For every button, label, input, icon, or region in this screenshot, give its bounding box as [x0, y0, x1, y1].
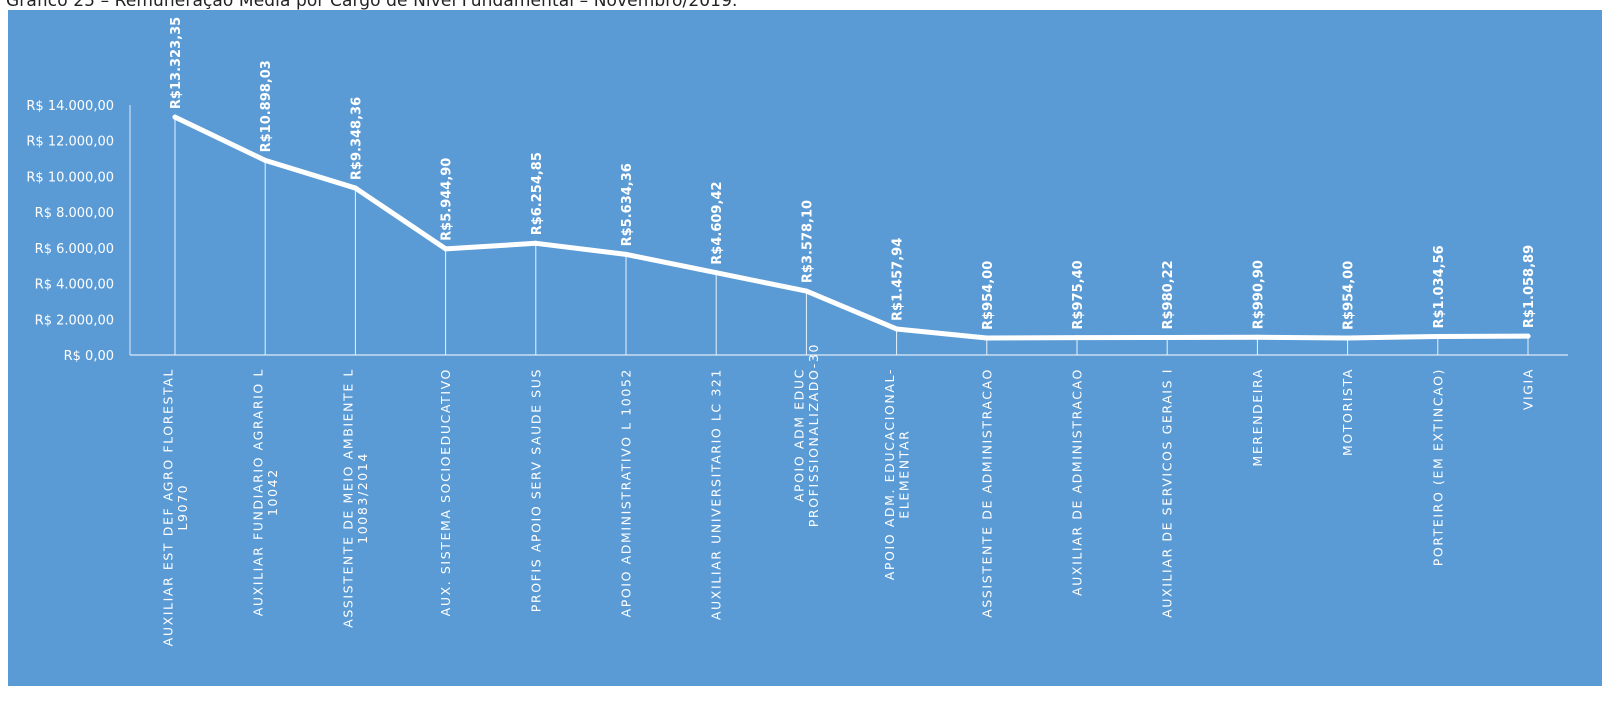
x-tick-label-line: APOIO ADM EDUC [792, 368, 807, 502]
x-tick-label-line: APOIO ADM. EDUCACIONAL- [882, 368, 897, 580]
data-label: R$5.944,90 [440, 158, 455, 241]
data-point [1254, 334, 1260, 340]
y-tick-label: R$ 8.000,00 [35, 206, 114, 221]
data-point [172, 114, 178, 120]
data-label: R$954,00 [981, 261, 996, 330]
x-tick-label-line: APOIO ADMINISTRATIVO L 10052 [619, 368, 634, 617]
x-tick-label: PROFIS APOIO SERV SAUDE SUS [528, 368, 543, 612]
line-chart: R$ 0,00 R$ 2.000,00 R$ 4.000,00 R$ 6.000,00… [26, 17, 1568, 646]
x-tick-label-line: AUXILIAR UNIVERSITARIO LC 321 [709, 368, 724, 620]
data-points [172, 114, 1531, 341]
x-tick-label: AUXILIAR EST DEF AGRO FLORESTAL L9070 [160, 368, 190, 646]
x-tick-label-line: PORTEIRO (EM EXTINCAO) [1430, 368, 1445, 566]
data-point [533, 240, 539, 246]
data-label: R$5.634,36 [620, 163, 635, 246]
data-label: R$975,40 [1071, 260, 1086, 329]
x-tick-label-line: ASSISTENTE DE ADMINISTRACAO [979, 368, 994, 618]
x-tick-label-line: ELEMENTAR [896, 430, 911, 519]
x-tick-label: MOTORISTA [1340, 368, 1355, 456]
data-point [1525, 333, 1531, 339]
x-tick-label: AUXILIAR UNIVERSITARIO LC 321 [709, 368, 724, 620]
y-tick-label: R$ 14.000,00 [26, 99, 114, 114]
x-tick-label-line: MERENDEIRA [1250, 368, 1265, 467]
y-tick-label: R$ 4.000,00 [35, 278, 114, 293]
data-label: R$10.898,03 [259, 60, 274, 152]
x-tick-label-line: AUXILIAR DE ADMINISTRACAO [1070, 368, 1085, 596]
x-tick-label: APOIO ADM EDUC PROFISSIONALIZADO-30 [792, 343, 822, 527]
data-label: R$1.457,94 [891, 238, 906, 321]
x-tick-label: ASSISTENTE DE ADMINISTRACAO [979, 368, 994, 618]
x-tick-label: AUXILIAR DE ADMINISTRACAO [1070, 368, 1085, 596]
x-tick-label-line: L9070 [175, 484, 190, 531]
data-point [352, 185, 358, 191]
x-tick-label: APOIO ADMINISTRATIVO L 10052 [619, 368, 634, 617]
x-tick-label: APOIO ADM. EDUCACIONAL- ELEMENTAR [882, 368, 912, 580]
data-label: R$6.254,85 [530, 152, 545, 235]
drop-lines [174, 117, 1529, 355]
x-tick-label: MERENDEIRA [1250, 368, 1265, 467]
data-point [984, 335, 990, 341]
x-tick-label: ASSISTENTE DE MEIO AMBIENTE L 10083/2014 [341, 368, 371, 628]
data-label: R$980,22 [1161, 260, 1176, 329]
data-point [623, 251, 629, 257]
x-tick-label-line: VIGIA [1521, 368, 1536, 410]
x-tick-label: PORTEIRO (EM EXTINCAO) [1430, 368, 1445, 566]
data-point [443, 246, 449, 252]
data-labels: R$13.323,35 R$10.898,03 R$9.348,36 R$5.944,… [169, 17, 1537, 330]
x-tick-label-line: MOTORISTA [1340, 368, 1355, 456]
chart-title: Gráfico 25 – Remuneração Média por Cargo… [6, 0, 738, 11]
x-axis-tick-labels: AUXILIAR EST DEF AGRO FLORESTAL L9070 AUXI… [160, 343, 1535, 646]
y-tick-label: R$ 10.000,00 [26, 170, 114, 185]
y-axis-tick-labels: R$ 0,00 R$ 2.000,00 R$ 4.000,00 R$ 6.000,00… [26, 99, 114, 364]
x-tick-label-line: PROFISSIONALIZADO-30 [806, 343, 821, 527]
data-label: R$4.609,42 [710, 181, 725, 264]
x-tick-label: AUX. SISTEMA SOCIOEDUCATIVO [438, 368, 453, 616]
data-point [262, 157, 268, 163]
data-label: R$1.058,89 [1522, 245, 1537, 328]
y-tick-label: R$ 0,00 [64, 349, 114, 364]
x-tick-label-line: AUX. SISTEMA SOCIOEDUCATIVO [438, 368, 453, 616]
data-point [1074, 335, 1080, 341]
x-tick-label-line: AUXILIAR EST DEF AGRO FLORESTAL [160, 368, 175, 646]
x-tick-label-line: 10083/2014 [355, 452, 370, 544]
x-tick-label-line: ASSISTENTE DE MEIO AMBIENTE L [341, 368, 356, 628]
x-tick-label: AUXILIAR FUNDIARIO AGRARIO L 10042 [250, 368, 280, 616]
y-tick-label: R$ 12.000,00 [26, 135, 114, 150]
data-label: R$990,90 [1251, 260, 1266, 329]
data-label: R$954,00 [1342, 261, 1357, 330]
data-label: R$3.578,10 [800, 200, 815, 283]
y-tick-label: R$ 6.000,00 [35, 242, 114, 257]
y-tick-label: R$ 2.000,00 [35, 313, 114, 328]
x-tick-label-line: AUXILIAR DE SERVICOS GERAIS I [1160, 368, 1175, 618]
x-tick-label: AUXILIAR DE SERVICOS GERAIS I [1160, 368, 1175, 618]
data-label: R$13.323,35 [169, 17, 184, 109]
chart-area: R$ 0,00 R$ 2.000,00 R$ 4.000,00 R$ 6.000,00… [8, 10, 1602, 686]
data-label: R$1.034,56 [1432, 245, 1447, 328]
data-point [1345, 335, 1351, 341]
x-tick-label-line: AUXILIAR FUNDIARIO AGRARIO L [250, 368, 265, 616]
data-label: R$9.348,36 [349, 97, 364, 180]
data-point [894, 326, 900, 332]
data-point [803, 288, 809, 294]
x-tick-label-line: 10042 [265, 468, 280, 516]
data-point [1164, 334, 1170, 340]
data-point [1435, 334, 1441, 340]
x-tick-label-line: PROFIS APOIO SERV SAUDE SUS [528, 368, 543, 612]
data-point [713, 270, 719, 276]
series-line [172, 114, 1531, 341]
x-tick-label: VIGIA [1521, 368, 1536, 410]
